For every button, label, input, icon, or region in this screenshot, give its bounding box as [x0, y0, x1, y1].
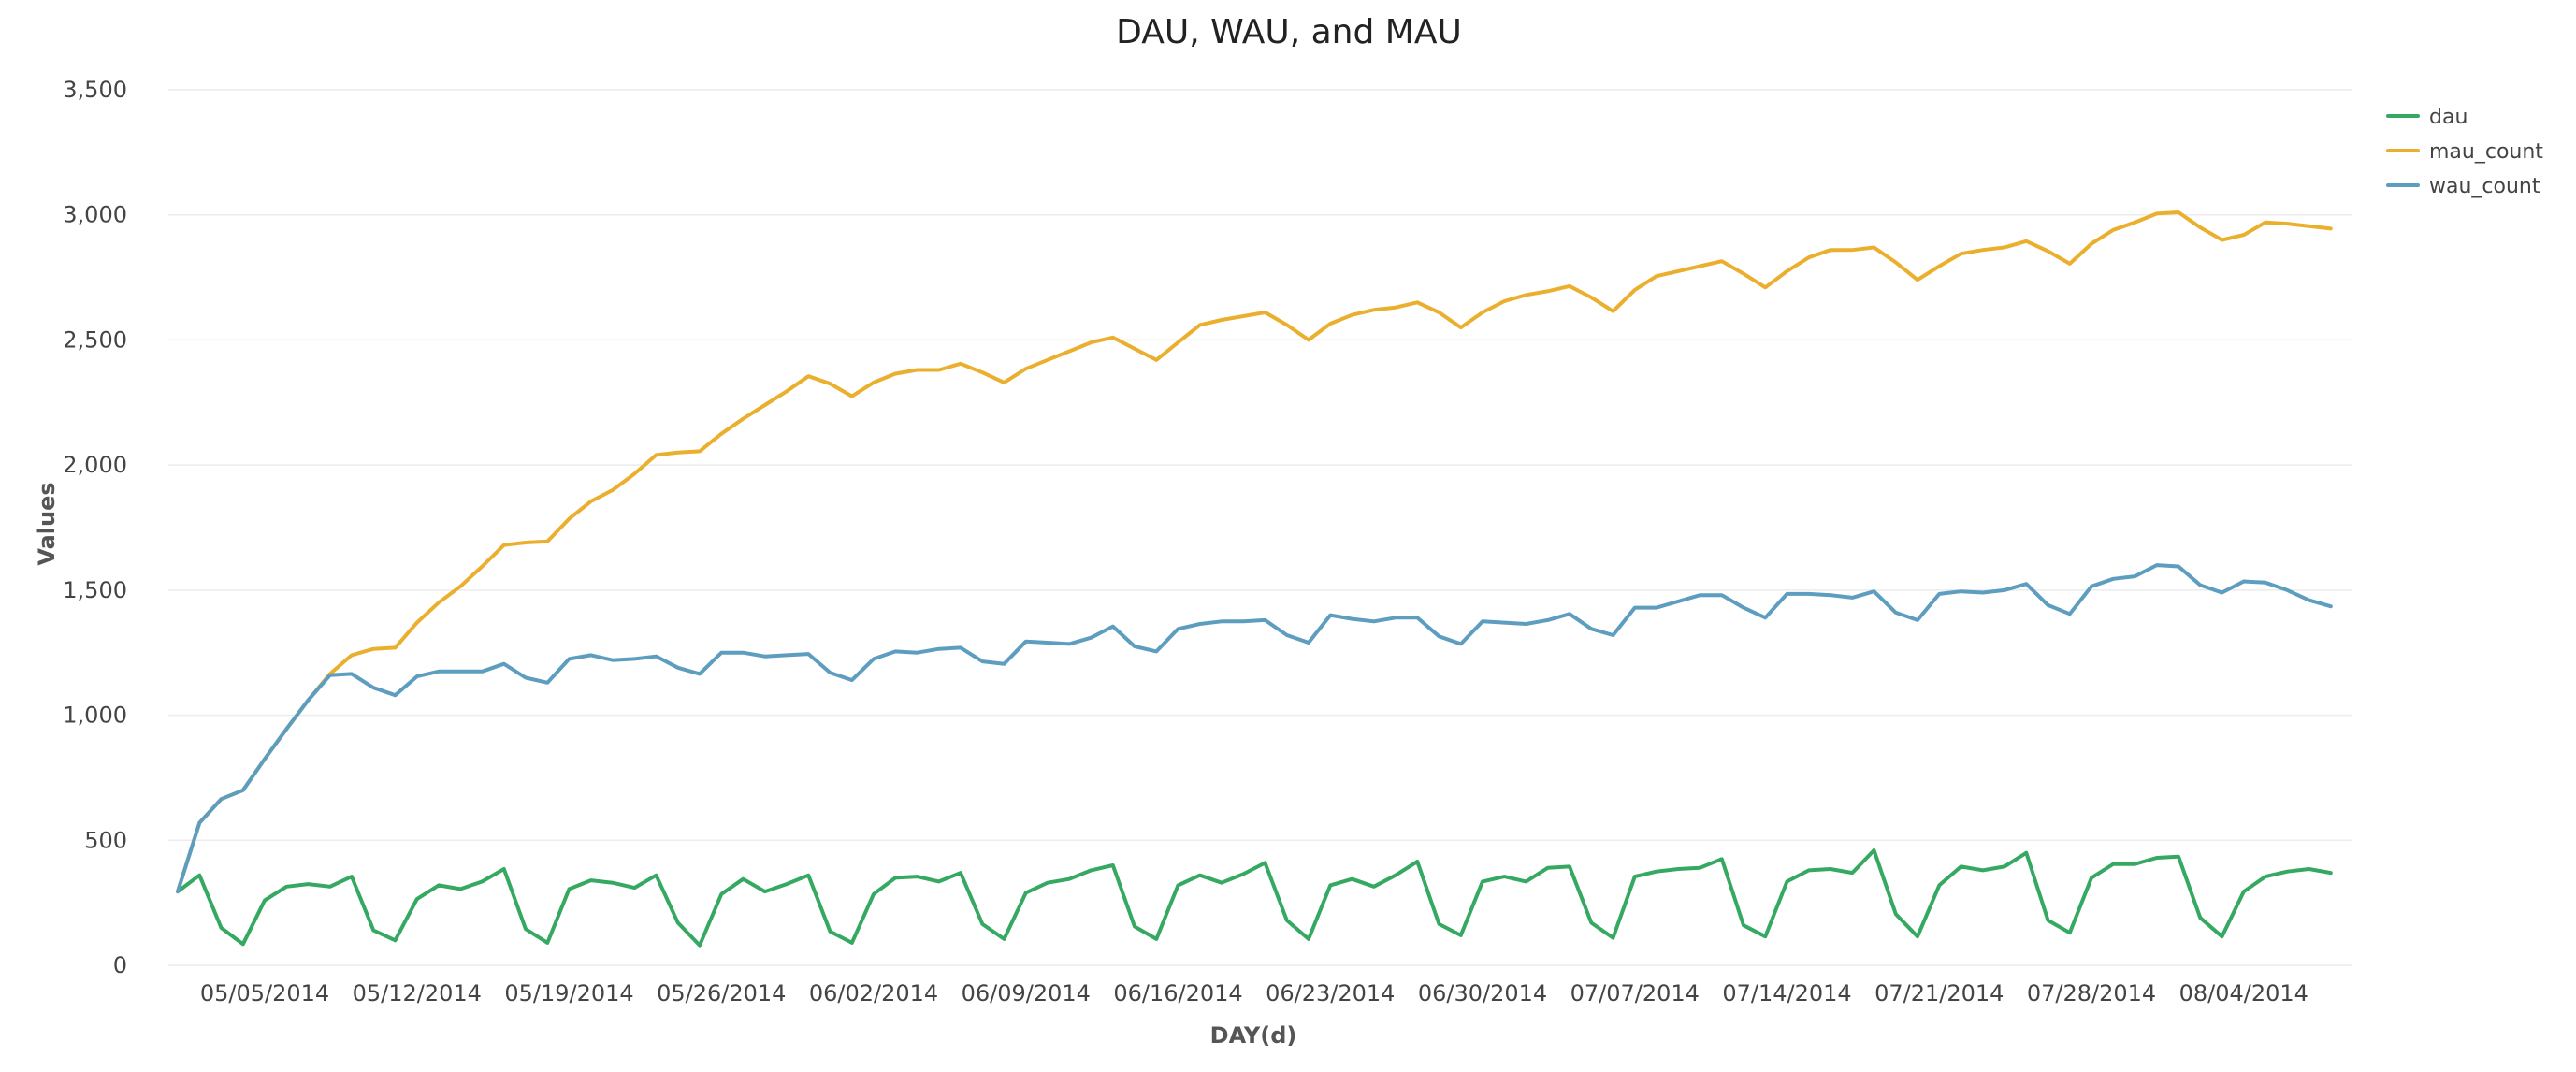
x-tick-label: 06/23/2014: [1266, 980, 1395, 1007]
x-tick-label: 08/04/2014: [2179, 980, 2308, 1007]
x-tick-label: 05/19/2014: [504, 980, 633, 1007]
y-axis-ticks: 0 500 1,000 1,500 2,000 2,500 3,000 3,500: [63, 77, 127, 978]
chart-title: DAU, WAU, and MAU: [1116, 13, 1462, 51]
series-line-dau: [176, 848, 2333, 948]
x-tick-label: 05/12/2014: [353, 980, 482, 1007]
y-axis-title: Values: [34, 482, 60, 565]
legend-item-mau_count[interactable]: mau_count: [2386, 140, 2543, 164]
x-tick-label: 06/02/2014: [809, 980, 938, 1007]
gridlines: [168, 89, 2352, 966]
y-tick-label: 500: [84, 827, 127, 853]
y-tick-label: 0: [113, 952, 127, 978]
legend-label: dau: [2429, 106, 2467, 129]
x-tick-label: 06/16/2014: [1113, 980, 1242, 1007]
legend: dau mau_count wau_count: [2386, 106, 2543, 198]
legend-label: wau_count: [2429, 175, 2540, 198]
series-line-wau_count: [176, 563, 2333, 894]
series-lines: [176, 210, 2333, 948]
x-tick-label: 05/05/2014: [200, 980, 329, 1007]
legend-item-wau_count[interactable]: wau_count: [2386, 175, 2540, 198]
y-tick-label: 1,500: [63, 577, 127, 603]
series-line-mau_count: [176, 210, 2333, 894]
y-tick-label: 3,500: [63, 77, 127, 103]
y-tick-label: 1,000: [63, 703, 127, 729]
x-axis-title: DAY(d): [1210, 1022, 1297, 1049]
y-tick-label: 2,500: [63, 326, 127, 353]
legend-item-dau[interactable]: dau: [2386, 106, 2467, 129]
x-tick-label: 07/14/2014: [1722, 980, 1851, 1007]
y-tick-label: 2,000: [63, 452, 127, 478]
x-tick-label: 07/07/2014: [1570, 980, 1700, 1007]
x-tick-label: 05/26/2014: [657, 980, 786, 1007]
x-tick-label: 07/21/2014: [1874, 980, 2004, 1007]
x-tick-label: 06/30/2014: [1418, 980, 1547, 1007]
x-tick-label: 06/09/2014: [962, 980, 1091, 1007]
x-tick-label: 07/28/2014: [2027, 980, 2156, 1007]
legend-label: mau_count: [2429, 140, 2543, 164]
x-axis-ticks: 05/05/2014 05/12/2014 05/19/2014 05/26/2014…: [200, 980, 2308, 1007]
y-tick-label: 3,000: [63, 202, 127, 228]
